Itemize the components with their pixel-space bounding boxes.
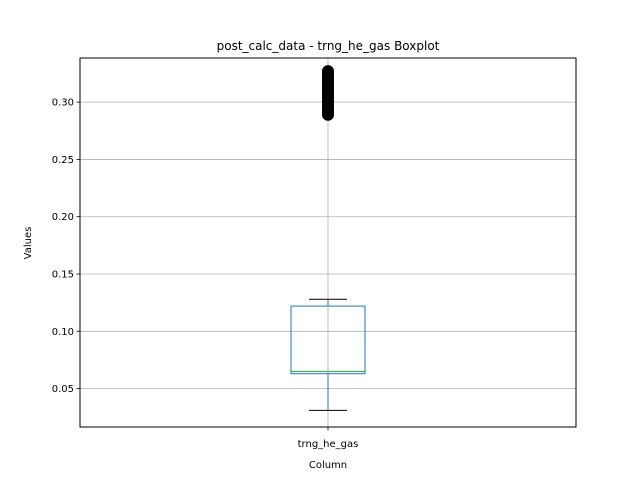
box-iqr xyxy=(290,305,366,375)
y-tick-label: 0.20 xyxy=(52,212,74,223)
x-axis: trng_he_gas xyxy=(298,427,359,450)
plot-area xyxy=(290,65,366,411)
x-axis-label: Column xyxy=(309,460,347,471)
y-tick-label: 0.15 xyxy=(52,270,74,281)
y-axis-label: Values xyxy=(23,227,34,260)
y-tick-label: 0.05 xyxy=(52,384,74,395)
y-axis: 0.05 0.10 0.15 0.20 0.25 0.30 xyxy=(52,98,80,395)
outlier-point xyxy=(322,65,334,78)
y-tick-label: 0.25 xyxy=(52,155,74,166)
x-tick-label: trng_he_gas xyxy=(298,439,359,450)
y-tick-label: 0.10 xyxy=(52,327,74,338)
y-tick-label: 0.30 xyxy=(52,98,74,109)
chart-title: post_calc_data - trng_he_gas Boxplot xyxy=(217,39,440,53)
